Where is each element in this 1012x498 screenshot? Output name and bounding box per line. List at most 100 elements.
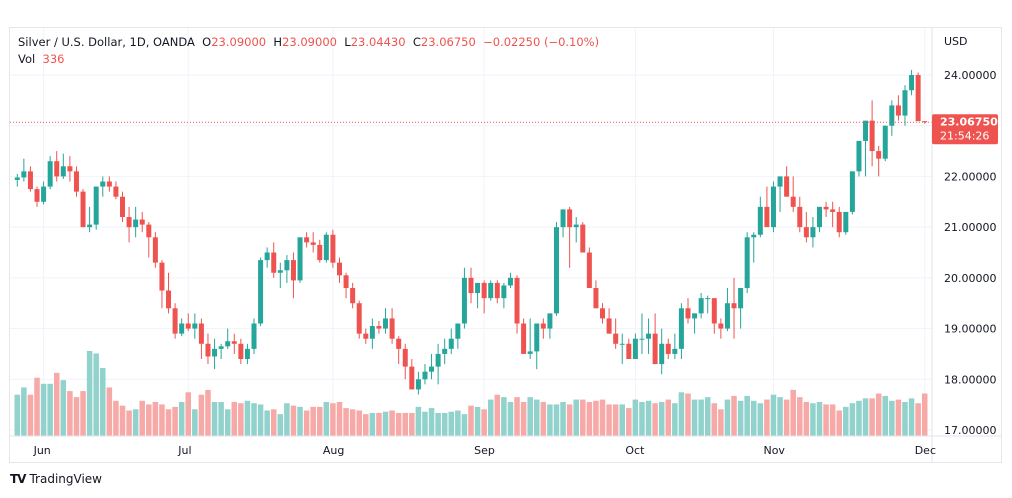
volume-bars [14, 351, 928, 436]
candle-body [672, 348, 678, 354]
volume-bar [783, 399, 790, 436]
volume-bar [297, 406, 303, 436]
volume-bar [435, 412, 441, 436]
symbol-title[interactable]: Silver / U.S. Dollar, 1D, OANDA [18, 35, 195, 49]
candle-body [87, 224, 93, 228]
candle-body [685, 308, 691, 319]
candle-body [356, 303, 362, 334]
volume-bar [165, 409, 172, 436]
candle-body [869, 120, 875, 152]
candle [692, 313, 698, 334]
candle-body [481, 282, 487, 299]
volume-bar [251, 403, 257, 436]
volume-bar [185, 392, 192, 436]
tradingview-logo-icon: TV [10, 472, 27, 486]
volume-bar [264, 410, 270, 436]
time-axis[interactable]: Jun Jul Aug Sep Oct Nov Dec [33, 444, 936, 457]
volume-bar [678, 392, 685, 436]
volume-bar [810, 403, 816, 436]
candle-body [744, 237, 750, 288]
candle [244, 343, 250, 365]
candle-body [646, 333, 652, 339]
candle-body [34, 189, 40, 202]
low-value: 23.04430 [350, 35, 406, 49]
candle [810, 217, 816, 248]
candle-body [698, 298, 704, 314]
volume-label[interactable]: Vol [18, 52, 36, 66]
candle [915, 72, 921, 122]
volume-bar [468, 405, 474, 436]
volume-bar [501, 397, 507, 436]
candle-body [856, 140, 862, 172]
candle [468, 267, 474, 304]
volume-bar [317, 406, 323, 436]
volume-bar [540, 402, 547, 436]
candle [317, 239, 323, 263]
volume-bar [409, 412, 415, 436]
price-axis[interactable]: 24.00000 22.00000 21.00000 20.00000 19.00000… [944, 69, 997, 437]
candle [882, 125, 888, 162]
candle-body [803, 227, 809, 238]
candle [724, 288, 730, 332]
candle [553, 222, 559, 316]
candle-body [889, 105, 895, 126]
candle-body [238, 343, 244, 359]
chart-panel[interactable]: 24.00000 22.00000 21.00000 20.00000 19.00000… [9, 27, 1002, 463]
candle [567, 206, 573, 268]
volume-bar [527, 397, 533, 436]
candle-body [705, 298, 711, 300]
candle-body [731, 303, 737, 309]
candle [297, 237, 303, 283]
volume-bar [639, 402, 645, 436]
candle [606, 308, 612, 334]
candle-body [659, 343, 665, 365]
volume-bar [665, 399, 672, 436]
candle-body [369, 326, 375, 339]
volume-bar [330, 403, 336, 436]
volume-bar [481, 409, 487, 436]
candle [659, 328, 665, 375]
candle [488, 280, 494, 301]
volume-bar [915, 403, 921, 436]
price-chart[interactable]: 24.00000 22.00000 21.00000 20.00000 19.00000… [10, 28, 1001, 462]
volume-bar [53, 372, 60, 436]
candle [415, 371, 421, 395]
candle [757, 196, 763, 238]
tradingview-brand[interactable]: TV TradingView [10, 472, 102, 486]
time-tick-label: Jun [33, 444, 51, 457]
volume-bar [869, 398, 875, 436]
candle [527, 318, 533, 359]
candle-body [652, 333, 658, 365]
candle [106, 176, 112, 192]
candle-body [317, 244, 323, 261]
candle-body [146, 224, 152, 238]
price-tick-label: 21.00000 [944, 221, 997, 234]
candle [126, 206, 132, 243]
candle-body [271, 252, 277, 273]
volume-bar [336, 402, 343, 436]
candle [461, 267, 467, 329]
volume-bar [744, 395, 750, 436]
candle [895, 95, 901, 121]
candle-body [402, 348, 408, 367]
volume-bar [777, 397, 783, 436]
candle [784, 166, 790, 197]
candle [396, 336, 402, 365]
candle-body [80, 191, 86, 228]
volume-bar [146, 404, 152, 436]
volume-bar [902, 402, 908, 436]
volume-bar [797, 397, 803, 436]
last-price-badge: 23.06750 21:54:26 [932, 114, 998, 145]
candle-body [212, 348, 218, 357]
candle [751, 232, 757, 263]
candle [672, 333, 678, 359]
volume-bar [244, 400, 251, 436]
candle-body [442, 348, 448, 354]
volume-bar [257, 404, 264, 436]
candle [251, 318, 257, 354]
volume-bar [100, 368, 106, 436]
time-tick-label: Dec [915, 444, 936, 457]
candle-body [383, 318, 389, 329]
volume-bar [441, 412, 448, 436]
volume-bar [580, 399, 586, 436]
